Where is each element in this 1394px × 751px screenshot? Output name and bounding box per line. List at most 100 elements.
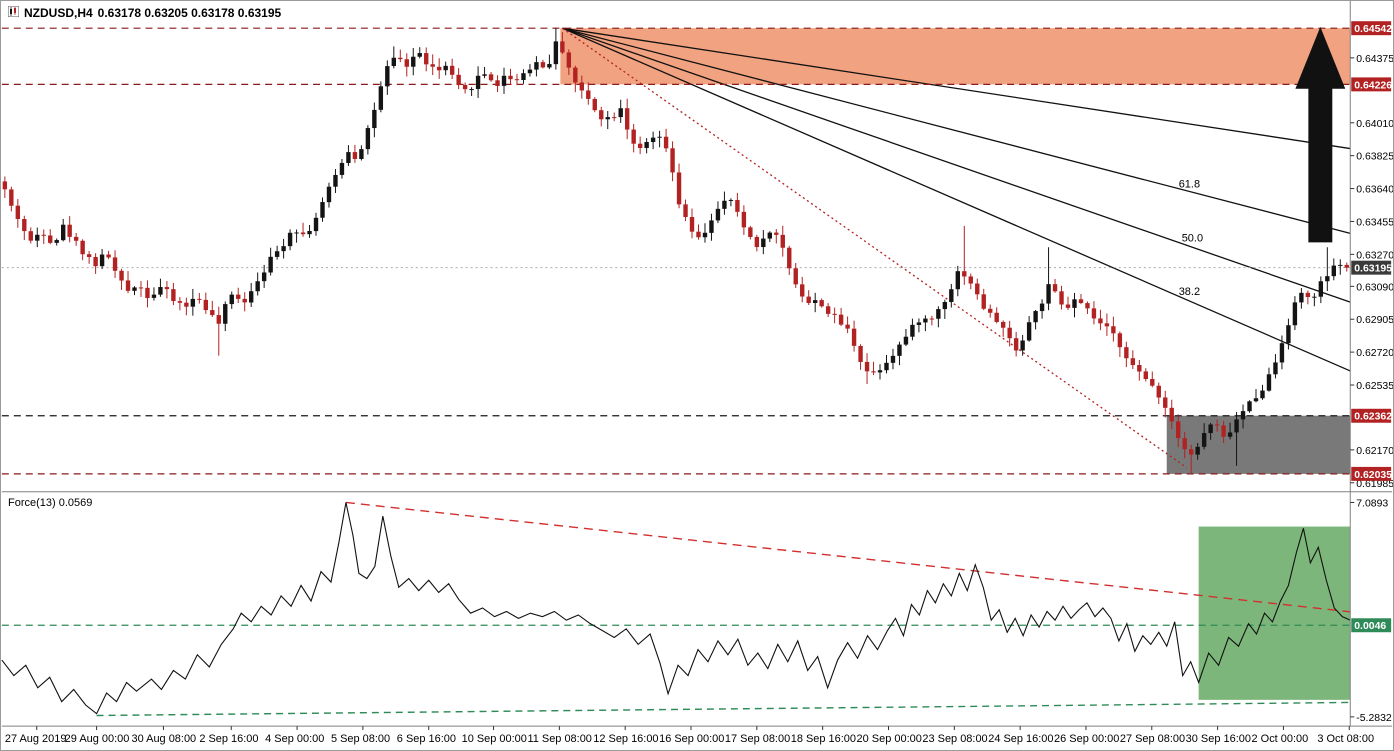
candle-body bbox=[942, 301, 948, 310]
candle-body bbox=[1253, 398, 1259, 402]
candle-body bbox=[689, 217, 695, 232]
candle-body bbox=[1130, 358, 1136, 366]
candle-body bbox=[261, 272, 267, 282]
candle-body bbox=[177, 301, 183, 303]
price-badge-label: 0.62035 bbox=[1354, 470, 1392, 481]
candle-body bbox=[1007, 327, 1012, 339]
candle-body bbox=[1266, 374, 1272, 391]
candle-body bbox=[832, 313, 837, 315]
candle-body bbox=[1052, 284, 1058, 292]
time-label: 3 Oct 08:00 bbox=[1317, 733, 1374, 745]
candle-body bbox=[482, 74, 487, 76]
candle-body bbox=[1124, 347, 1129, 359]
fib-fan-50-0-line[interactable] bbox=[562, 27, 1351, 303]
fib-fan-38-2-line[interactable] bbox=[562, 27, 1351, 372]
candle-body bbox=[923, 318, 928, 323]
candle-body bbox=[281, 246, 286, 252]
candle-body bbox=[1331, 265, 1336, 277]
force-highlight-zone[interactable] bbox=[1198, 526, 1351, 700]
candle-body bbox=[566, 52, 572, 68]
candle-body bbox=[787, 247, 792, 269]
candle-body bbox=[1208, 424, 1213, 434]
force-divergence-line[interactable] bbox=[345, 501, 1351, 613]
candle-body bbox=[1156, 385, 1161, 398]
demand-zone[interactable] bbox=[1166, 415, 1351, 474]
time-label: 10 Sep 00:00 bbox=[462, 733, 527, 745]
candle-body bbox=[22, 219, 27, 232]
candle-body bbox=[1020, 340, 1025, 351]
candle-body bbox=[631, 129, 636, 144]
price-tick-label: 0.63640 bbox=[1356, 185, 1393, 196]
candle-body bbox=[210, 310, 215, 316]
price-tick-label: 0.63270 bbox=[1356, 250, 1393, 261]
candle-body bbox=[560, 41, 565, 53]
candle-body bbox=[1091, 308, 1097, 319]
candle-body bbox=[475, 75, 481, 89]
candle-body bbox=[9, 189, 14, 206]
candle-body bbox=[670, 148, 675, 173]
fib-fan-top-line[interactable] bbox=[562, 27, 1351, 150]
candle-body bbox=[372, 109, 377, 129]
price-badge-label: 0.63195 bbox=[1354, 264, 1392, 275]
candle-body bbox=[352, 152, 358, 159]
candle-body bbox=[1344, 264, 1349, 268]
time-label: 20 Sep 00:00 bbox=[857, 733, 922, 745]
candle-body bbox=[274, 251, 280, 257]
candle-body bbox=[897, 344, 902, 356]
candle-body bbox=[488, 74, 494, 81]
price-badge: 0.64542 bbox=[1351, 21, 1392, 35]
price-tick-label: 0.61985 bbox=[1356, 479, 1393, 490]
candle-body bbox=[741, 211, 747, 228]
candle-body bbox=[268, 256, 273, 273]
candle-body bbox=[359, 149, 364, 159]
candle-body bbox=[1227, 432, 1233, 437]
candle-body bbox=[936, 309, 941, 319]
candle-body bbox=[612, 117, 617, 119]
price-tick-label: 0.62170 bbox=[1356, 446, 1393, 457]
candle-body bbox=[968, 276, 973, 284]
candle-body bbox=[326, 186, 332, 203]
time-label: 30 Aug 08:00 bbox=[132, 733, 197, 745]
candle-body bbox=[702, 232, 708, 238]
candle-body bbox=[1312, 296, 1317, 298]
candle-body bbox=[508, 75, 513, 80]
candle-body bbox=[171, 289, 176, 301]
price-tick-label: 0.63455 bbox=[1356, 217, 1393, 228]
supply-zone[interactable] bbox=[560, 28, 1351, 85]
price-badge: 0.63195 bbox=[1351, 260, 1392, 275]
candle-body bbox=[1338, 264, 1343, 266]
candle-body bbox=[430, 64, 435, 67]
candle-body bbox=[748, 227, 753, 237]
candle-body bbox=[1000, 321, 1006, 328]
candle-body bbox=[385, 66, 390, 87]
time-label: 27 Aug 2019 bbox=[5, 733, 67, 745]
price-tick-label: 0.64375 bbox=[1356, 54, 1393, 65]
fib-fan-61-8-line[interactable] bbox=[562, 27, 1351, 234]
time-label: 11 Sep 08:00 bbox=[527, 733, 591, 745]
candle-body bbox=[793, 268, 798, 285]
candle-body bbox=[1182, 438, 1187, 450]
candle-body bbox=[774, 232, 779, 235]
price-badge-bg bbox=[1351, 466, 1392, 481]
candle-body bbox=[709, 220, 714, 233]
candle-body bbox=[15, 205, 21, 220]
candle-body bbox=[229, 294, 234, 305]
force-tick-label: -5.2832 bbox=[1356, 713, 1392, 724]
candle-body bbox=[41, 234, 46, 236]
candle-body bbox=[1176, 421, 1181, 439]
candle-body bbox=[1260, 390, 1265, 399]
candle-body bbox=[158, 287, 163, 295]
candle-body bbox=[955, 271, 960, 290]
up-arrow[interactable] bbox=[1295, 26, 1346, 243]
price-tick-label: 0.62535 bbox=[1356, 381, 1393, 392]
force-support-line[interactable] bbox=[96, 701, 1351, 717]
candle-body bbox=[223, 304, 228, 324]
candle-body bbox=[683, 204, 688, 218]
candle-body bbox=[1169, 407, 1174, 422]
price-badge-label: 0.64226 bbox=[1354, 80, 1392, 91]
price-axis bbox=[1350, 1, 1393, 750]
candle-body bbox=[119, 270, 124, 281]
candle-body bbox=[462, 84, 468, 90]
